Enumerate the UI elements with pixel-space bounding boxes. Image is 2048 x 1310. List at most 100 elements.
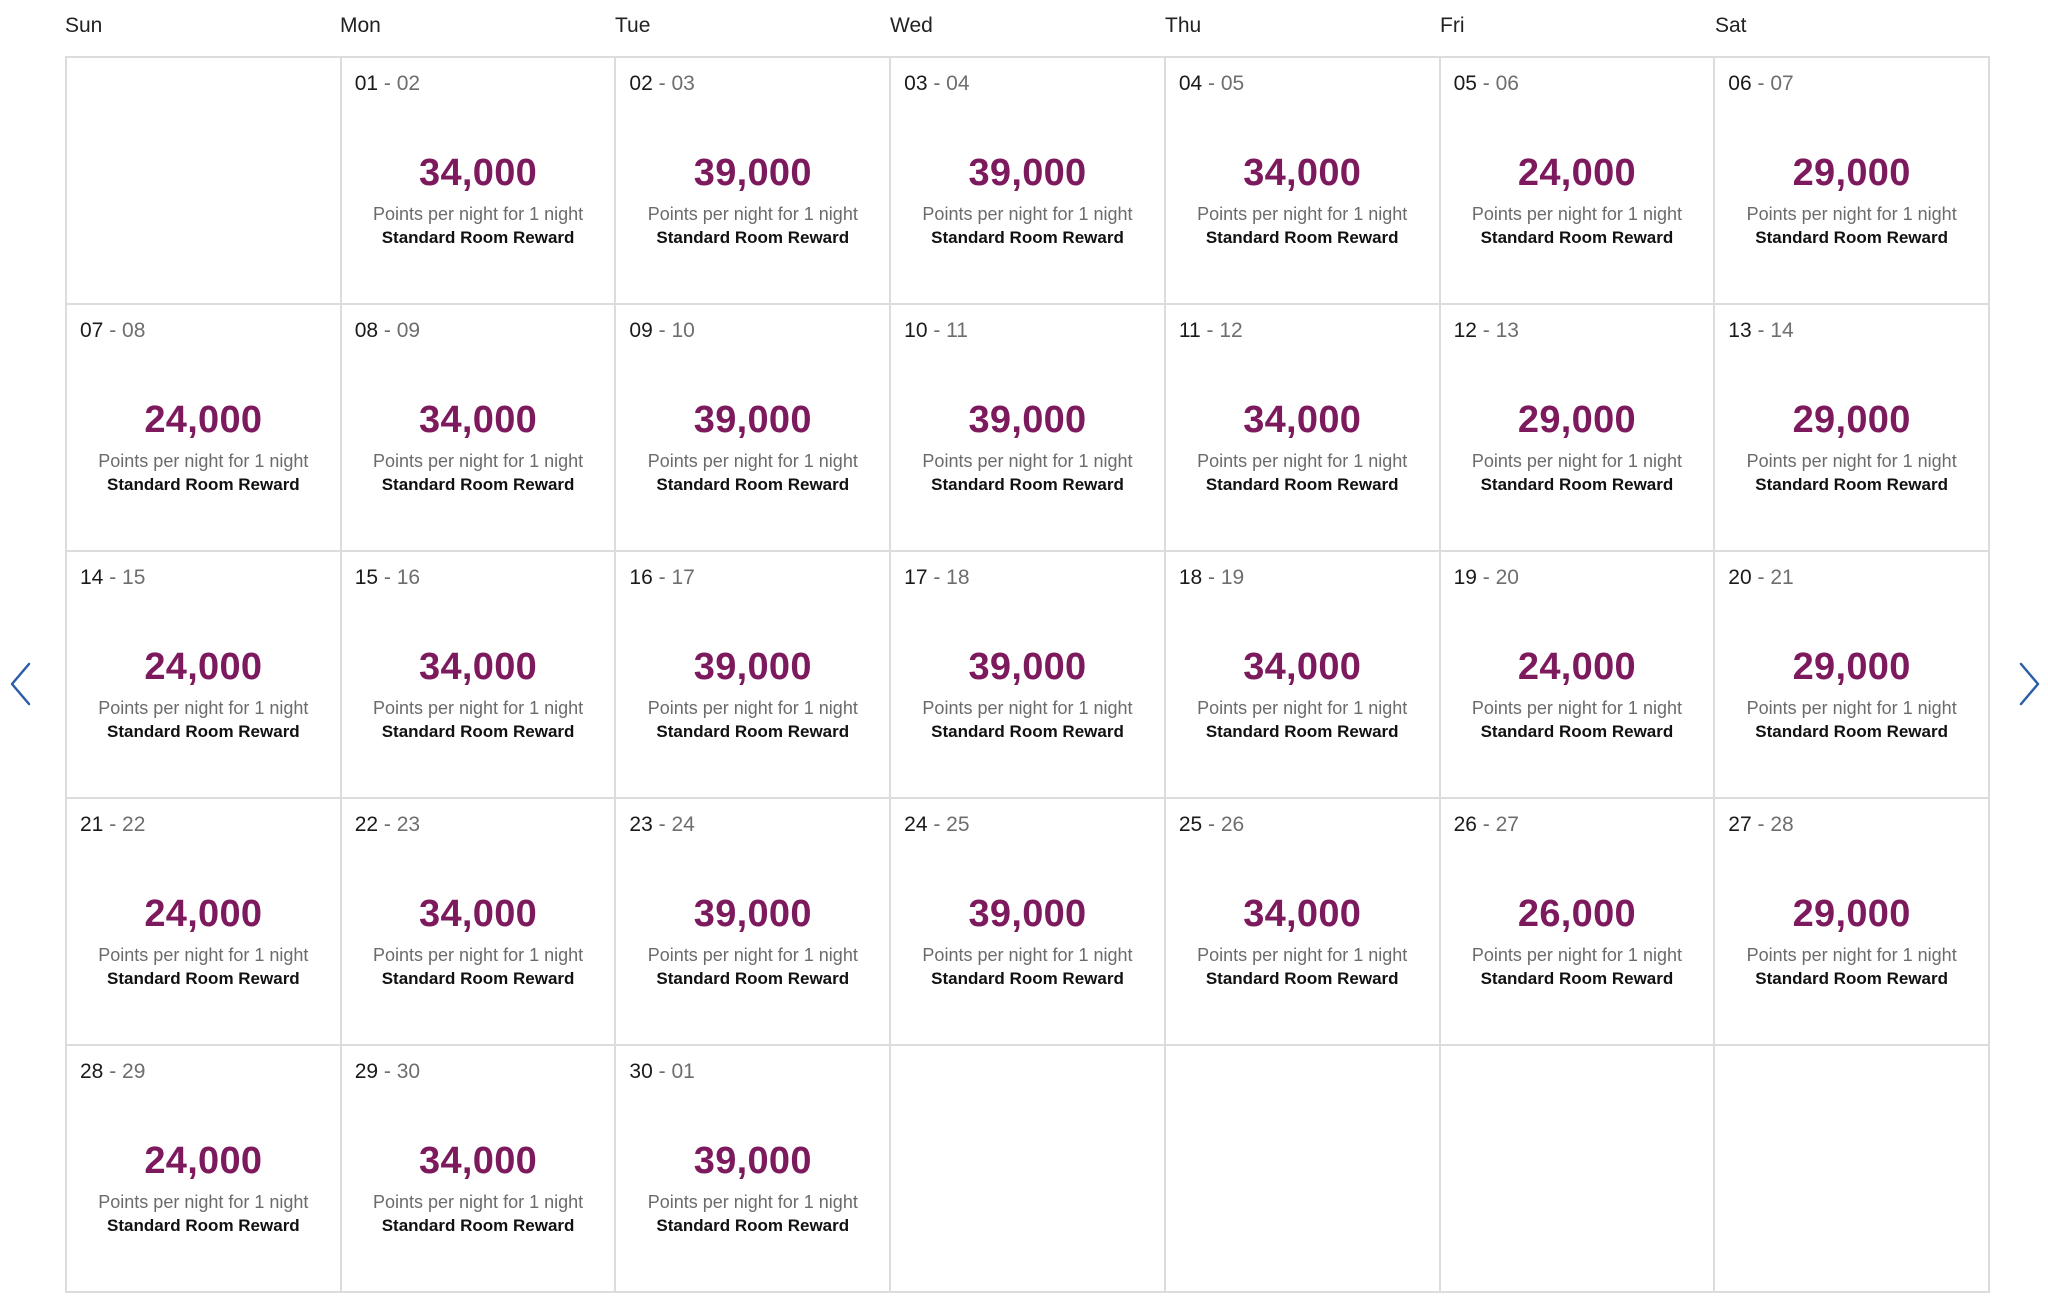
calendar-day-cell[interactable]: 08 - 09 34,000 Points per night for 1 nigh…	[341, 305, 617, 552]
calendar-day-cell[interactable]: 28 - 29 24,000 Points per night for 1 nigh…	[67, 1046, 342, 1293]
date-start: 22	[354, 813, 379, 836]
reward-type: Standard Room Reward	[381, 228, 575, 247]
weekday-label: Sun	[65, 14, 103, 37]
calendar-day-cell[interactable]: 20 - 21 29,000 Points per night for 1 nigh…	[1715, 552, 1990, 799]
date-range: 13 - 14	[1728, 319, 1793, 343]
points-value: 29,000	[1792, 399, 1911, 441]
calendar-day-cell[interactable]: 12 - 13 29,000 Points per night for 1 nigh…	[1440, 305, 1716, 552]
reward-type: Standard Room Reward	[381, 475, 575, 494]
calendar-day-cell[interactable]: 10 - 11 39,000 Points per night for 1 nigh…	[891, 305, 1166, 552]
calendar-day-cell[interactable]: 23 - 24 39,000 Points per night for 1 nigh…	[616, 799, 892, 1046]
points-caption: Points per night for 1 night	[647, 1192, 858, 1212]
calendar-day-cell[interactable]: 26 - 27 26,000 Points per night for 1 nigh…	[1440, 799, 1716, 1046]
calendar-day-cell[interactable]: 04 - 05 34,000 Points per night for 1 nigh…	[1165, 58, 1441, 305]
date-start: 18	[1178, 566, 1203, 589]
points-caption: Points per night for 1 night	[1746, 945, 1957, 965]
date-range: 25 - 26	[1179, 813, 1244, 837]
date-separator: -	[1476, 72, 1496, 95]
calendar-day-cell[interactable]: 15 - 16 34,000 Points per night for 1 nigh…	[341, 552, 617, 799]
points-caption: Points per night for 1 night	[372, 945, 584, 965]
date-separator: -	[103, 319, 123, 342]
date-range: 24 - 25	[904, 813, 969, 837]
calendar-day-cell[interactable]: 06 - 07 29,000 Points per night for 1 nigh…	[1715, 58, 1990, 305]
date-start: 30	[629, 1060, 653, 1083]
date-start: 07	[80, 319, 104, 342]
date-separator: -	[1476, 566, 1496, 589]
next-month-button[interactable]	[2015, 660, 2043, 708]
date-range: 15 - 16	[355, 566, 420, 590]
calendar-day-cell[interactable]: 09 - 10 39,000 Points per night for 1 nigh…	[616, 305, 892, 552]
calendar-day-cell[interactable]: 30 - 01 39,000 Points per night for 1 nigh…	[616, 1046, 892, 1293]
calendar-day-cell[interactable]: 11 - 12 34,000 Points per night for 1 nigh…	[1165, 305, 1441, 552]
points-value: 34,000	[1243, 399, 1362, 441]
reward-type: Standard Room Reward	[381, 1216, 575, 1235]
calendar-day-cell[interactable]: 14 - 15 24,000 Points per night for 1 nigh…	[67, 552, 342, 799]
calendar-day-cell[interactable]: 05 - 06 24,000 Points per night for 1 nigh…	[1440, 58, 1716, 305]
points-caption: Points per night for 1 night	[647, 204, 858, 224]
date-range: 05 - 06	[1454, 72, 1519, 96]
date-end: 06	[1495, 72, 1519, 95]
date-range: 03 - 04	[904, 72, 969, 96]
points-value: 24,000	[144, 646, 263, 688]
prev-month-button[interactable]	[7, 660, 35, 708]
date-separator: -	[927, 813, 947, 836]
points-caption: Points per night for 1 night	[1746, 698, 1957, 718]
points-caption: Points per night for 1 night	[372, 1192, 584, 1212]
calendar-day-cell[interactable]: 03 - 04 39,000 Points per night for 1 nigh…	[891, 58, 1166, 305]
date-separator: -	[927, 319, 947, 342]
date-separator: -	[378, 813, 397, 836]
points-value: 24,000	[144, 399, 263, 441]
date-end: 01	[671, 1060, 695, 1083]
date-separator: -	[103, 1060, 123, 1083]
points-caption: Points per night for 1 night	[372, 698, 584, 718]
calendar-day-cell[interactable]: 29 - 30 34,000 Points per night for 1 nigh…	[341, 1046, 617, 1293]
date-start: 05	[1453, 72, 1477, 95]
date-separator: -	[378, 566, 397, 589]
date-range: 10 - 11	[904, 319, 968, 343]
calendar-day-cell[interactable]: 02 - 03 39,000 Points per night for 1 nigh…	[616, 58, 892, 305]
date-range: 08 - 09	[355, 319, 420, 343]
date-end: 17	[671, 566, 695, 589]
reward-type: Standard Room Reward	[1205, 228, 1399, 247]
date-start: 25	[1178, 813, 1203, 836]
date-start: 21	[80, 813, 104, 836]
reward-type: Standard Room Reward	[656, 969, 850, 988]
calendar-day-cell[interactable]: 16 - 17 39,000 Points per night for 1 nigh…	[616, 552, 892, 799]
chevron-right-icon	[2019, 662, 2040, 706]
points-value: 24,000	[1517, 646, 1636, 688]
calendar-day-cell[interactable]: 13 - 14 29,000 Points per night for 1 nigh…	[1715, 305, 1990, 552]
reward-type: Standard Room Reward	[1755, 228, 1948, 247]
calendar-day-cell[interactable]: 27 - 28 29,000 Points per night for 1 nigh…	[1715, 799, 1990, 1046]
date-start: 17	[904, 566, 928, 589]
reward-type: Standard Room Reward	[931, 228, 1124, 247]
date-end: 24	[671, 813, 695, 836]
points-value: 34,000	[419, 152, 538, 194]
calendar-day-cell[interactable]: 18 - 19 34,000 Points per night for 1 nigh…	[1165, 552, 1441, 799]
calendar-day-cell[interactable]: 22 - 23 34,000 Points per night for 1 nigh…	[341, 799, 617, 1046]
calendar-day-cell[interactable]: 17 - 18 39,000 Points per night for 1 nigh…	[891, 552, 1166, 799]
points-value: 34,000	[419, 399, 538, 441]
reward-type: Standard Room Reward	[107, 475, 300, 494]
date-separator: -	[652, 1060, 672, 1083]
calendar-day-cell[interactable]: 25 - 26 34,000 Points per night for 1 nigh…	[1165, 799, 1441, 1046]
date-start: 06	[1728, 72, 1752, 95]
date-range: 16 - 17	[629, 566, 694, 590]
date-separator: -	[1476, 319, 1496, 342]
date-start: 09	[629, 319, 653, 342]
points-caption: Points per night for 1 night	[647, 451, 858, 471]
date-range: 27 - 28	[1728, 813, 1793, 837]
date-range: 02 - 03	[629, 72, 694, 96]
points-caption: Points per night for 1 night	[1471, 698, 1682, 718]
date-start: 26	[1453, 813, 1477, 836]
date-separator: -	[652, 813, 672, 836]
calendar-day-cell[interactable]: 07 - 08 24,000 Points per night for 1 nigh…	[67, 305, 342, 552]
calendar-day-cell[interactable]: 21 - 22 24,000 Points per night for 1 nigh…	[67, 799, 342, 1046]
date-end: 07	[1770, 72, 1794, 95]
calendar-cell-empty	[67, 58, 342, 305]
date-end: 21	[1770, 566, 1794, 589]
date-range: 11 - 12	[1179, 319, 1243, 343]
calendar-day-cell[interactable]: 24 - 25 39,000 Points per night for 1 nigh…	[891, 799, 1166, 1046]
points-caption: Points per night for 1 night	[922, 945, 1133, 965]
calendar-day-cell[interactable]: 01 - 02 34,000 Points per night for 1 nigh…	[341, 58, 617, 305]
calendar-day-cell[interactable]: 19 - 20 24,000 Points per night for 1 nigh…	[1440, 552, 1716, 799]
